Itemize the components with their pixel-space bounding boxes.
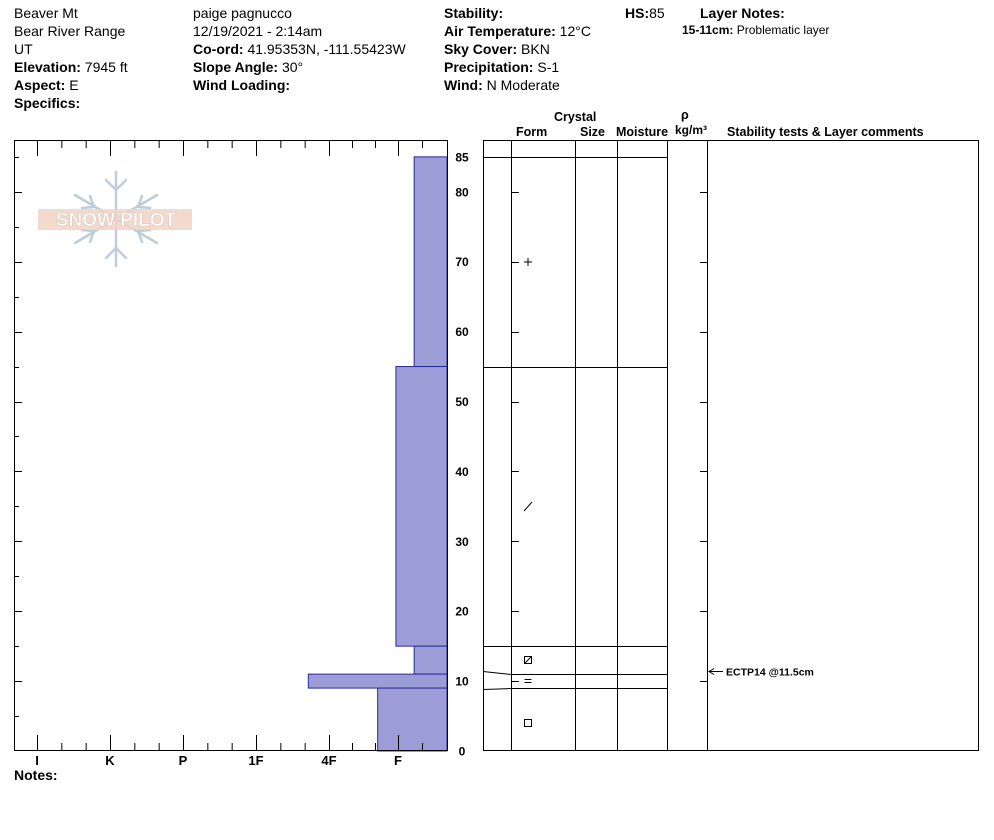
rho-header: ρ: [681, 108, 689, 122]
precipitation: Precipitation: S-1: [444, 58, 559, 76]
faceted-rounded-icon: [524, 656, 532, 664]
layer-note-text: Problematic layer: [736, 23, 830, 37]
depth-tick-label: 60: [455, 325, 469, 339]
hardness-tick-label: K: [105, 753, 115, 768]
layer-table-frame: [483, 140, 979, 751]
sky-label: Sky Cover:: [444, 41, 518, 57]
size-header: Size: [580, 125, 606, 139]
depth-tick-label: 50: [455, 395, 469, 409]
snow-height: HS:85: [625, 4, 665, 22]
coordinates: Co-ord: 41.95353N, -111.55423W: [193, 40, 406, 58]
wind: Wind: N Moderate: [444, 76, 560, 94]
sky-cover: Sky Cover: BKN: [444, 40, 550, 58]
state: UT: [14, 41, 33, 57]
wind-loading-label: Wind Loading:: [193, 77, 291, 93]
aspect-value: E: [69, 77, 79, 93]
notes-label: Notes:: [14, 767, 58, 783]
depth-tick-label: 20: [455, 605, 469, 619]
mountain-range: Bear River Range: [14, 23, 126, 39]
hardness-tick-label: 1F: [248, 753, 263, 768]
layer-boundary-line: [482, 671, 667, 675]
hardness-tick-label: F: [394, 753, 402, 768]
faceted-rounded-icon: [524, 656, 532, 664]
slope-value: 30°: [281, 59, 304, 75]
coord-value: 41.95353N, -111.55423W: [247, 41, 406, 57]
depth-tick-label: 70: [455, 255, 469, 269]
stability-label: Stability:: [444, 5, 504, 21]
hardness-bar-1: [413, 156, 448, 368]
moisture-header: Moisture: [616, 125, 669, 139]
observation-datetime: 12/19/2021 - 2:14am: [193, 23, 323, 39]
depth-tick-label: 40: [455, 465, 469, 479]
hardness-bar-2: [395, 366, 448, 647]
aspect-label: Aspect:: [14, 77, 66, 93]
stability-test-label: ECTP14 @11.5cm: [726, 667, 814, 679]
decomposing-fragments-icon: [523, 501, 533, 512]
wind-label: Wind:: [444, 77, 483, 93]
layer-boundary-line: [482, 688, 667, 690]
watermark-band: [38, 209, 192, 230]
layer-note: 15-11cm: Problematic layer: [682, 23, 829, 37]
stability-comments-header: Stability tests & Layer comments: [727, 125, 924, 139]
depth-tick-label: 30: [455, 535, 469, 549]
hs-value: 85: [649, 5, 665, 21]
depth-tick-label: 80: [455, 185, 469, 199]
elevation-label: Elevation:: [14, 59, 81, 75]
sky-value: BKN: [521, 41, 550, 57]
layer-note-range: 15-11cm:: [682, 23, 734, 37]
observer-name: paige pagnucco: [193, 5, 292, 21]
stability-test-arrow-icon: [708, 668, 715, 675]
hardness-bar-5: [377, 687, 448, 752]
hs-label: HS:: [625, 5, 650, 21]
hardness-tick-label: 4F: [321, 753, 336, 768]
elevation-value: 7945 ft: [84, 59, 128, 75]
watermark-text: SNOW PILOT: [56, 210, 177, 231]
depth-tick-label: 10: [455, 675, 469, 689]
elevation: Elevation: 7945 ft: [14, 58, 128, 76]
air-temp-value: 12°C: [559, 23, 591, 39]
hardness-tick-label: I: [35, 753, 39, 768]
precip-value: S-1: [537, 59, 560, 75]
snowpilot-watermark: SNOW PILOT: [38, 170, 192, 268]
depth-tick-label: 0: [459, 745, 466, 759]
wind-value: N Moderate: [486, 77, 560, 93]
location-name: Beaver Mt: [14, 5, 78, 21]
hardness-chart-frame: [14, 140, 448, 751]
specifics-label: Specifics:: [14, 95, 81, 111]
hardness-tick-label: P: [179, 753, 188, 768]
density-unit-header: kg/m³: [675, 123, 708, 137]
faceted-crystal-icon: [524, 719, 532, 727]
hardness-bar-3: [413, 645, 448, 675]
depth-tick-label: 85: [455, 150, 469, 164]
aspect: Aspect: E: [14, 76, 79, 94]
form-header: Form: [516, 125, 548, 139]
air-temperature: Air Temperature: 12°C: [444, 22, 591, 40]
slope-angle: Slope Angle: 30°: [193, 58, 303, 76]
layer-notes-label: Layer Notes:: [700, 5, 785, 21]
slope-label: Slope Angle:: [193, 59, 279, 75]
precip-label: Precipitation:: [444, 59, 534, 75]
crystal-header: Crystal: [554, 110, 597, 124]
table-column-dividers: [511, 140, 708, 751]
coord-label: Co-ord:: [193, 41, 244, 57]
air-temp-label: Air Temperature:: [444, 23, 556, 39]
hardness-bar-4: [307, 673, 448, 689]
